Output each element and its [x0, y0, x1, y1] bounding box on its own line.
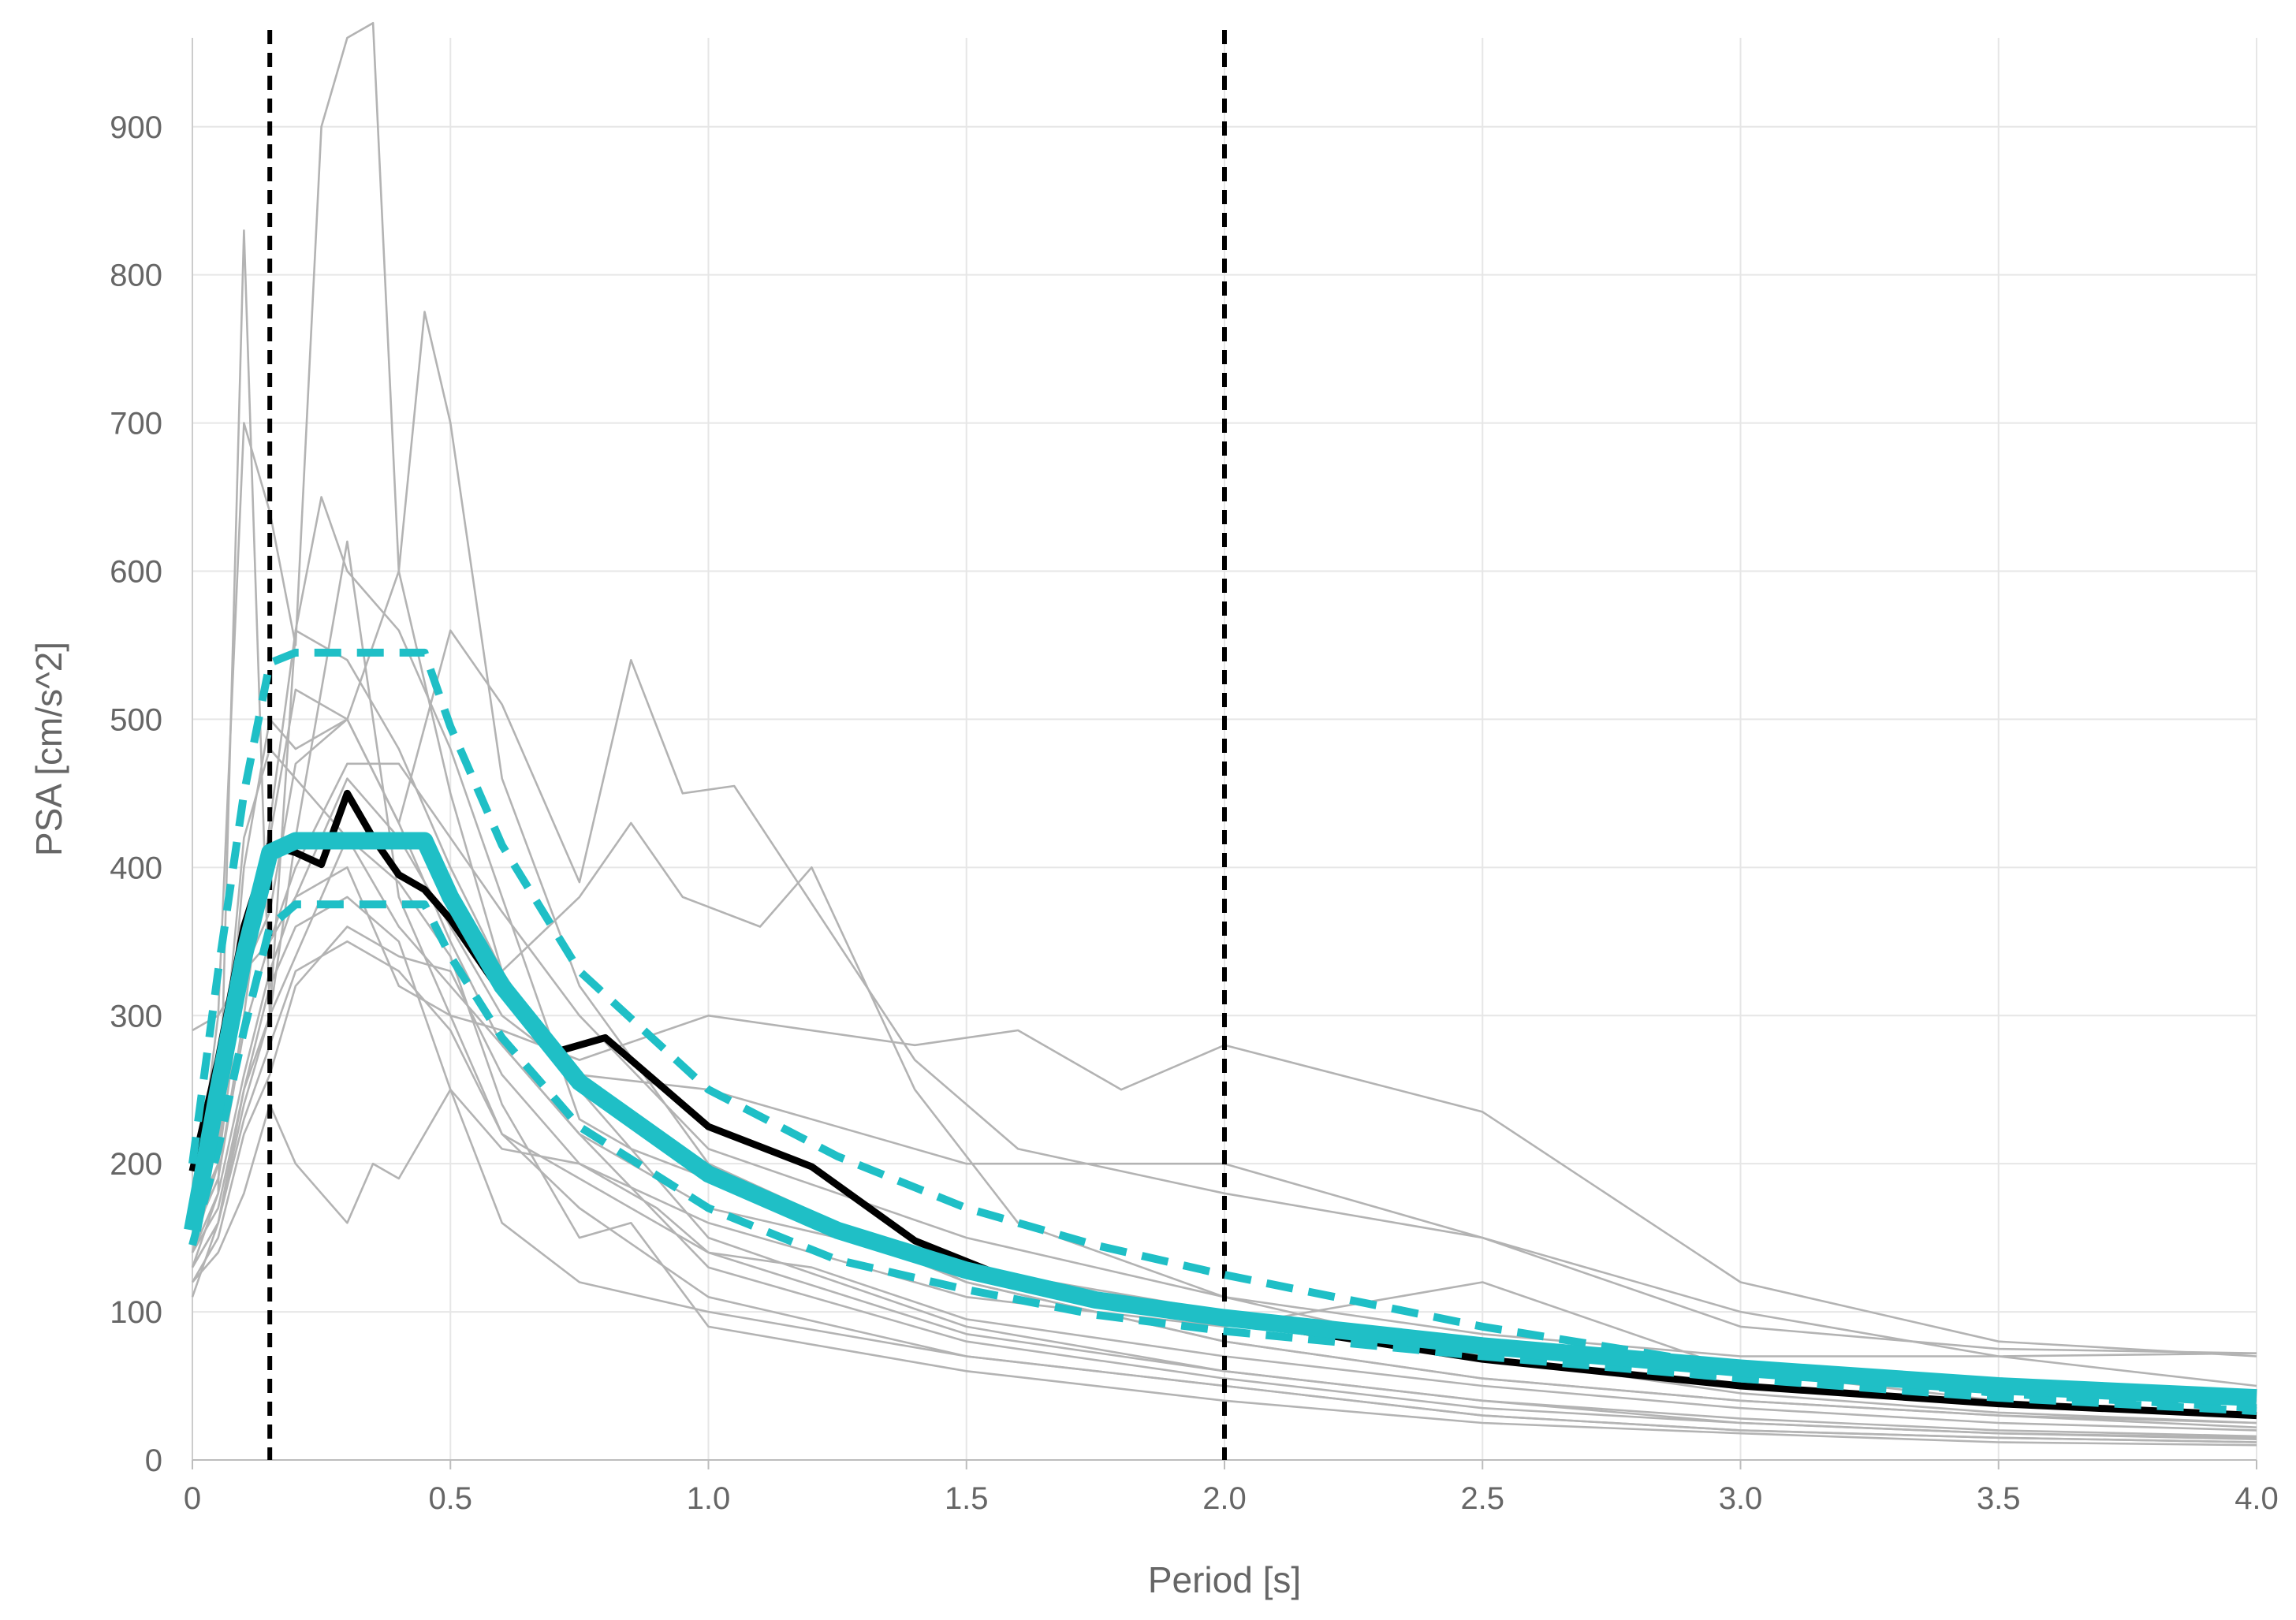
lower-bound-line	[188, 900, 2257, 1415]
y-tick-label: 200	[110, 1147, 162, 1182]
x-tick-label: 0	[184, 1481, 201, 1516]
x-tick-label: 2.0	[1202, 1481, 1247, 1516]
y-tick-label: 800	[110, 259, 162, 293]
record-spectrum-line	[191, 896, 2257, 1443]
tick-labels: 0 0.5 1.0 1.5 2.0 2.5 3.0 3.5 4.0 0 100 200 300 400 50…	[110, 110, 2279, 1516]
y-tick-label: 300	[110, 999, 162, 1033]
record-spectrum-line	[191, 940, 2257, 1438]
x-tick-label: 2.5	[1460, 1481, 1504, 1516]
x-tick-label: 1.5	[945, 1481, 989, 1516]
summary-spectra	[184, 648, 2257, 1420]
x-tick-label: 0.5	[428, 1481, 472, 1516]
target-spectrum-line	[184, 832, 2257, 1407]
y-tick-label: 100	[110, 1295, 162, 1330]
record-spectrum-line	[191, 925, 2257, 1432]
y-tick-label: 700	[110, 407, 162, 441]
record-spectrum-line	[191, 629, 2257, 1387]
y-tick-label: 0	[145, 1443, 162, 1478]
y-tick-label: 500	[110, 702, 162, 737]
x-tick-label: 3.0	[1719, 1481, 1763, 1516]
record-spectrum-line	[191, 836, 2257, 1447]
period-range-markers	[267, 30, 1227, 1460]
y-tick-label: 900	[110, 110, 162, 145]
x-tick-label: 3.5	[1977, 1481, 2021, 1516]
y-tick-label: 600	[110, 555, 162, 590]
x-tick-label: 1.0	[687, 1481, 731, 1516]
record-spectrum-line	[191, 777, 2257, 1354]
y-tick-label: 400	[110, 851, 162, 885]
x-tick-label: 4.0	[2234, 1481, 2279, 1516]
upper-bound-line	[188, 648, 2257, 1413]
y-axis-title: PSA [cm/s^2]	[28, 642, 69, 856]
x-axis-title: Period [s]	[1148, 1559, 1301, 1600]
record-spectrum-line	[191, 496, 2257, 1424]
